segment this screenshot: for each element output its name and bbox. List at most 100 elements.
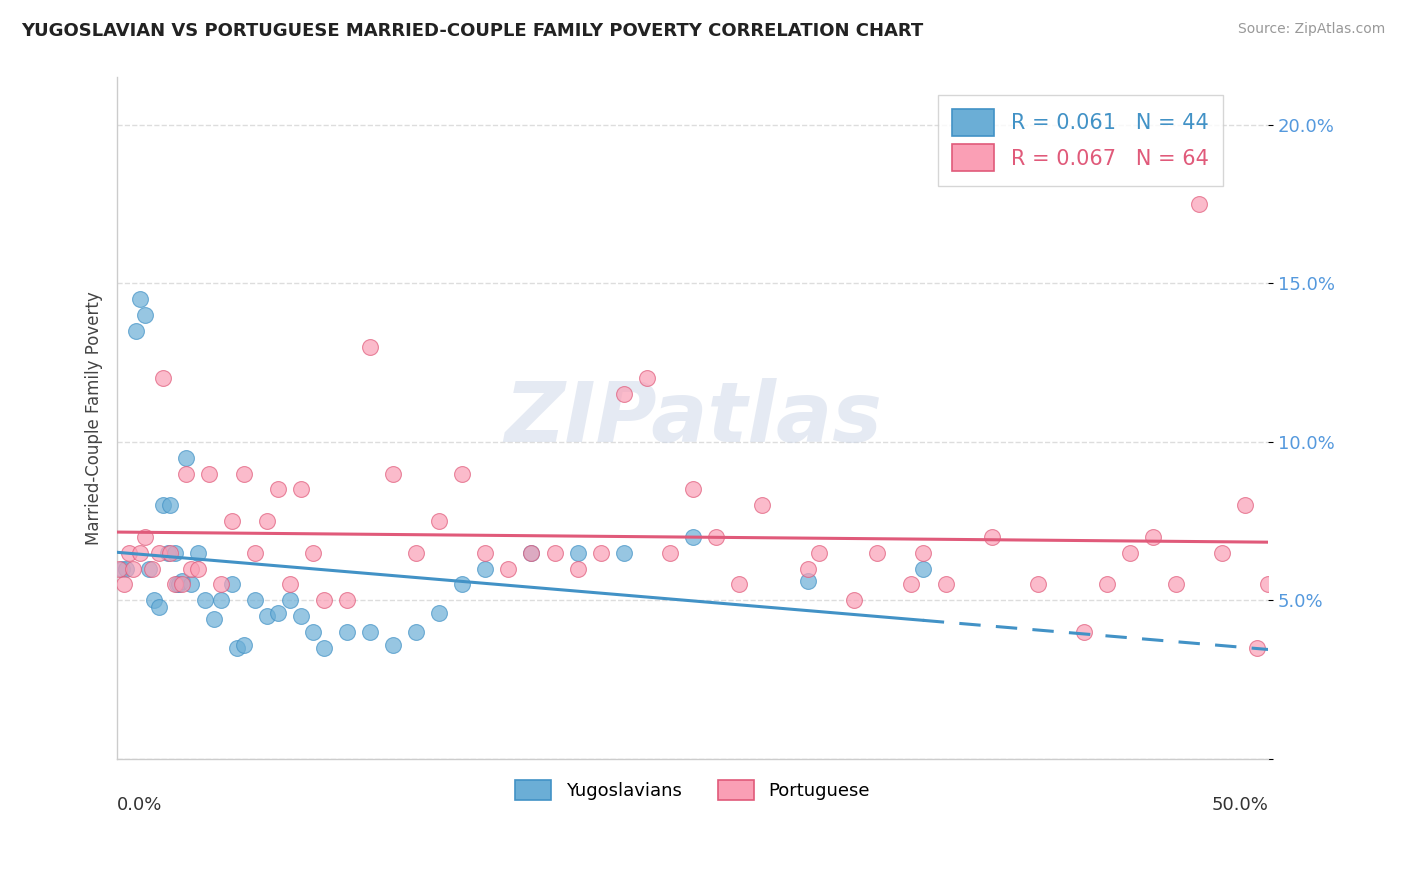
Point xyxy=(221,577,243,591)
Point xyxy=(290,483,312,497)
Point xyxy=(359,340,381,354)
Point xyxy=(405,546,427,560)
Point xyxy=(314,640,336,655)
Point xyxy=(336,593,359,607)
Point xyxy=(751,498,773,512)
Point xyxy=(900,577,922,591)
Point xyxy=(382,638,405,652)
Point xyxy=(118,546,141,560)
Point xyxy=(166,577,188,591)
Point xyxy=(382,467,405,481)
Point xyxy=(152,371,174,385)
Point xyxy=(359,625,381,640)
Point xyxy=(567,561,589,575)
Point xyxy=(256,609,278,624)
Point xyxy=(336,625,359,640)
Point xyxy=(112,577,135,591)
Point xyxy=(198,467,221,481)
Point xyxy=(209,577,232,591)
Text: ZIPatlas: ZIPatlas xyxy=(503,377,882,458)
Point xyxy=(245,593,267,607)
Point xyxy=(194,593,217,607)
Point xyxy=(143,593,166,607)
Point xyxy=(796,574,818,589)
Point xyxy=(405,625,427,640)
Point xyxy=(314,593,336,607)
Point xyxy=(159,546,181,560)
Point xyxy=(124,324,146,338)
Point xyxy=(129,546,152,560)
Point xyxy=(1095,577,1118,591)
Point xyxy=(498,561,520,575)
Point xyxy=(636,371,658,385)
Point xyxy=(174,467,197,481)
Point xyxy=(290,609,312,624)
Point xyxy=(727,577,749,591)
Point xyxy=(115,561,138,575)
Text: 50.0%: 50.0% xyxy=(1211,797,1268,814)
Point xyxy=(1073,625,1095,640)
Point xyxy=(808,546,831,560)
Point xyxy=(148,546,170,560)
Point xyxy=(129,293,152,307)
Point xyxy=(704,530,727,544)
Point xyxy=(682,483,704,497)
Text: 0.0%: 0.0% xyxy=(117,797,163,814)
Y-axis label: Married-Couple Family Poverty: Married-Couple Family Poverty xyxy=(86,291,103,545)
Point xyxy=(148,599,170,614)
Legend: Yugoslavians, Portuguese: Yugoslavians, Portuguese xyxy=(508,772,877,807)
Point xyxy=(159,498,181,512)
Text: Source: ZipAtlas.com: Source: ZipAtlas.com xyxy=(1237,22,1385,37)
Point xyxy=(138,561,160,575)
Point xyxy=(180,561,202,575)
Point xyxy=(567,546,589,560)
Point xyxy=(169,577,191,591)
Point xyxy=(174,450,197,465)
Point xyxy=(1119,546,1142,560)
Point xyxy=(256,514,278,528)
Point xyxy=(682,530,704,544)
Point xyxy=(187,561,209,575)
Point xyxy=(1257,577,1279,591)
Point xyxy=(980,530,1002,544)
Point xyxy=(156,546,179,560)
Point xyxy=(842,593,865,607)
Point xyxy=(170,574,193,589)
Point xyxy=(451,577,474,591)
Point xyxy=(141,561,163,575)
Point xyxy=(543,546,565,560)
Point xyxy=(1211,546,1233,560)
Point xyxy=(911,546,934,560)
Point xyxy=(245,546,267,560)
Point xyxy=(225,640,247,655)
Point xyxy=(613,387,636,401)
Point xyxy=(301,625,323,640)
Point xyxy=(221,514,243,528)
Point xyxy=(474,561,496,575)
Point xyxy=(278,593,301,607)
Point xyxy=(1188,197,1211,211)
Point xyxy=(267,606,290,620)
Point xyxy=(589,546,612,560)
Point xyxy=(134,530,156,544)
Point xyxy=(187,546,209,560)
Point xyxy=(520,546,543,560)
Point xyxy=(935,577,957,591)
Point xyxy=(180,577,202,591)
Point xyxy=(111,561,134,575)
Point xyxy=(122,561,145,575)
Point xyxy=(209,593,232,607)
Point xyxy=(134,308,156,322)
Point xyxy=(278,577,301,591)
Point xyxy=(796,561,818,575)
Point xyxy=(613,546,636,560)
Point xyxy=(163,577,186,591)
Point xyxy=(170,577,193,591)
Point xyxy=(1164,577,1187,591)
Point xyxy=(1246,640,1268,655)
Point xyxy=(202,612,225,626)
Point xyxy=(1142,530,1164,544)
Point xyxy=(520,546,543,560)
Point xyxy=(232,467,254,481)
Point xyxy=(474,546,496,560)
